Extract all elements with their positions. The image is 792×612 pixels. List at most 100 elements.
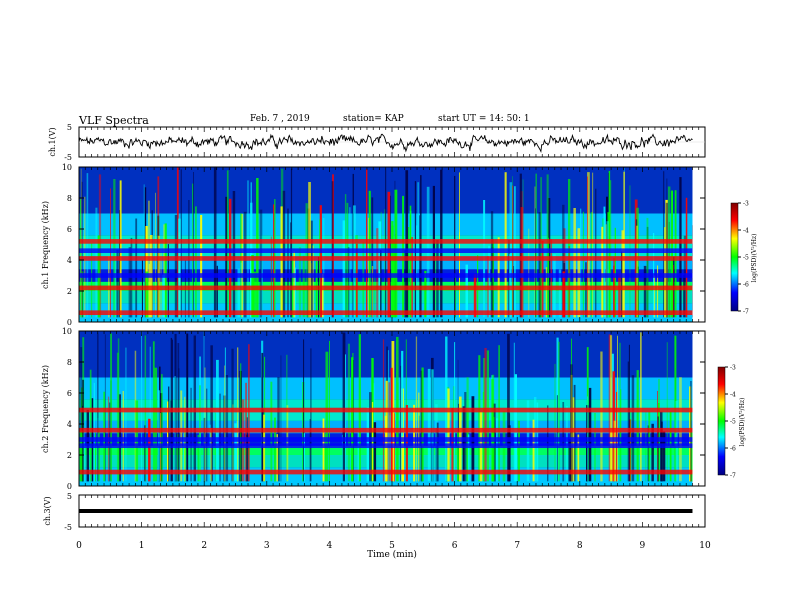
sferic-streak <box>276 434 278 482</box>
sferic-streak <box>373 422 377 482</box>
sferic-streak <box>190 387 192 482</box>
sferic-streak <box>603 206 606 318</box>
sferic-streak <box>496 418 498 482</box>
sferic-streak <box>457 359 459 482</box>
sferic-streak <box>640 332 642 482</box>
sferic-streak <box>362 242 365 318</box>
sferic-streak <box>394 189 398 318</box>
sferic-streak <box>387 350 389 482</box>
sferic-streak <box>602 218 605 318</box>
sferic-streak <box>391 221 394 318</box>
xtick-label: 9 <box>640 541 646 551</box>
sferic-streak <box>679 177 682 318</box>
colorbar-tick-label: -6 <box>743 282 749 289</box>
sferic-streak <box>237 268 241 318</box>
sferic-streak <box>248 344 250 482</box>
sferic-streak <box>353 360 354 482</box>
frequency-band <box>79 310 693 316</box>
sferic-streak <box>664 227 667 318</box>
sferic-streak <box>409 215 411 318</box>
sferic-streak <box>431 369 434 482</box>
sferic-streak <box>590 212 593 318</box>
sferic-streak <box>128 247 132 318</box>
sferic-streak <box>203 331 205 482</box>
ch1-ylabel: ch.1(V) <box>48 127 57 156</box>
ytick-label: 8 <box>67 358 72 367</box>
sferic-streak <box>274 417 276 482</box>
sferic-streak <box>351 357 354 482</box>
sferic-streak <box>504 172 507 318</box>
sferic-streak <box>376 228 379 318</box>
station-label: station= KAP <box>343 114 404 124</box>
sferic-streak <box>167 244 169 318</box>
sferic-streak <box>651 423 654 482</box>
ch2-colorbar-label: log(PSD)(V²/Hz) <box>739 398 746 447</box>
sferic-streak <box>86 173 89 318</box>
sferic-streak <box>243 211 247 318</box>
sferic-streak <box>135 218 138 318</box>
ch1-colorbar <box>730 202 739 312</box>
sferic-streak <box>280 206 283 318</box>
sferic-streak <box>271 246 273 318</box>
sferic-streak <box>528 228 530 318</box>
sferic-streak <box>484 348 487 482</box>
sferic-streak <box>158 390 160 482</box>
ch1-waveform-panel: 5 -5 ch.1(V) <box>48 123 706 162</box>
sferic-streak <box>324 433 326 482</box>
sferic-streak <box>513 266 515 318</box>
ytick-label: 2 <box>67 287 72 296</box>
sferic-streak <box>577 434 580 482</box>
sferic-streak <box>113 179 116 318</box>
sferic-streak <box>148 418 151 482</box>
sferic-streak <box>154 367 158 482</box>
sferic-streak <box>427 368 431 482</box>
sferic-streak <box>573 208 576 318</box>
sferic-streak <box>95 432 96 482</box>
sferic-streak <box>325 351 329 482</box>
sferic-streak <box>405 405 408 482</box>
sferic-streak <box>517 420 520 482</box>
sferic-streak <box>562 271 565 318</box>
sferic-streak <box>540 177 542 318</box>
sferic-streak <box>312 245 314 318</box>
sferic-streak <box>240 363 242 482</box>
start-time-label: start UT = 14: 50: 1 <box>438 114 530 124</box>
sferic-streak <box>401 436 404 482</box>
sferic-streak <box>141 331 143 482</box>
sferic-streak <box>490 211 494 318</box>
sferic-streak <box>349 207 351 318</box>
sferic-streak <box>294 267 296 318</box>
sferic-streak <box>415 225 418 318</box>
sferic-streak <box>541 240 544 318</box>
sferic-streak <box>149 346 151 482</box>
sferic-streak <box>310 348 312 482</box>
sferic-streak <box>116 352 119 482</box>
sferic-streak <box>186 333 189 482</box>
sferic-streak <box>538 212 542 318</box>
sferic-streak <box>420 175 422 318</box>
sferic-streak <box>282 190 286 318</box>
sferic-streak <box>224 365 226 482</box>
sferic-streak <box>216 359 219 482</box>
frequency-band <box>79 427 693 433</box>
ytick-label: 0 <box>67 318 72 327</box>
sferic-streak <box>643 265 647 318</box>
xtick-label: 1 <box>139 541 145 551</box>
sferic-streak <box>508 240 510 318</box>
sferic-streak <box>125 347 127 482</box>
colorbar-tick-label: -7 <box>730 473 736 480</box>
sferic-streak <box>520 207 524 318</box>
sferic-streak <box>199 385 201 482</box>
sferic-streak <box>562 204 565 318</box>
sferic-streak <box>413 404 415 482</box>
sferic-streak <box>353 205 356 318</box>
sferic-streak <box>550 239 553 318</box>
sferic-streak <box>587 172 590 318</box>
sferic-streak <box>237 347 239 482</box>
sferic-streak <box>512 176 513 318</box>
sferic-streak <box>310 220 313 318</box>
sferic-streak <box>486 350 489 482</box>
sferic-streak <box>498 345 500 482</box>
sferic-streak <box>164 223 167 318</box>
